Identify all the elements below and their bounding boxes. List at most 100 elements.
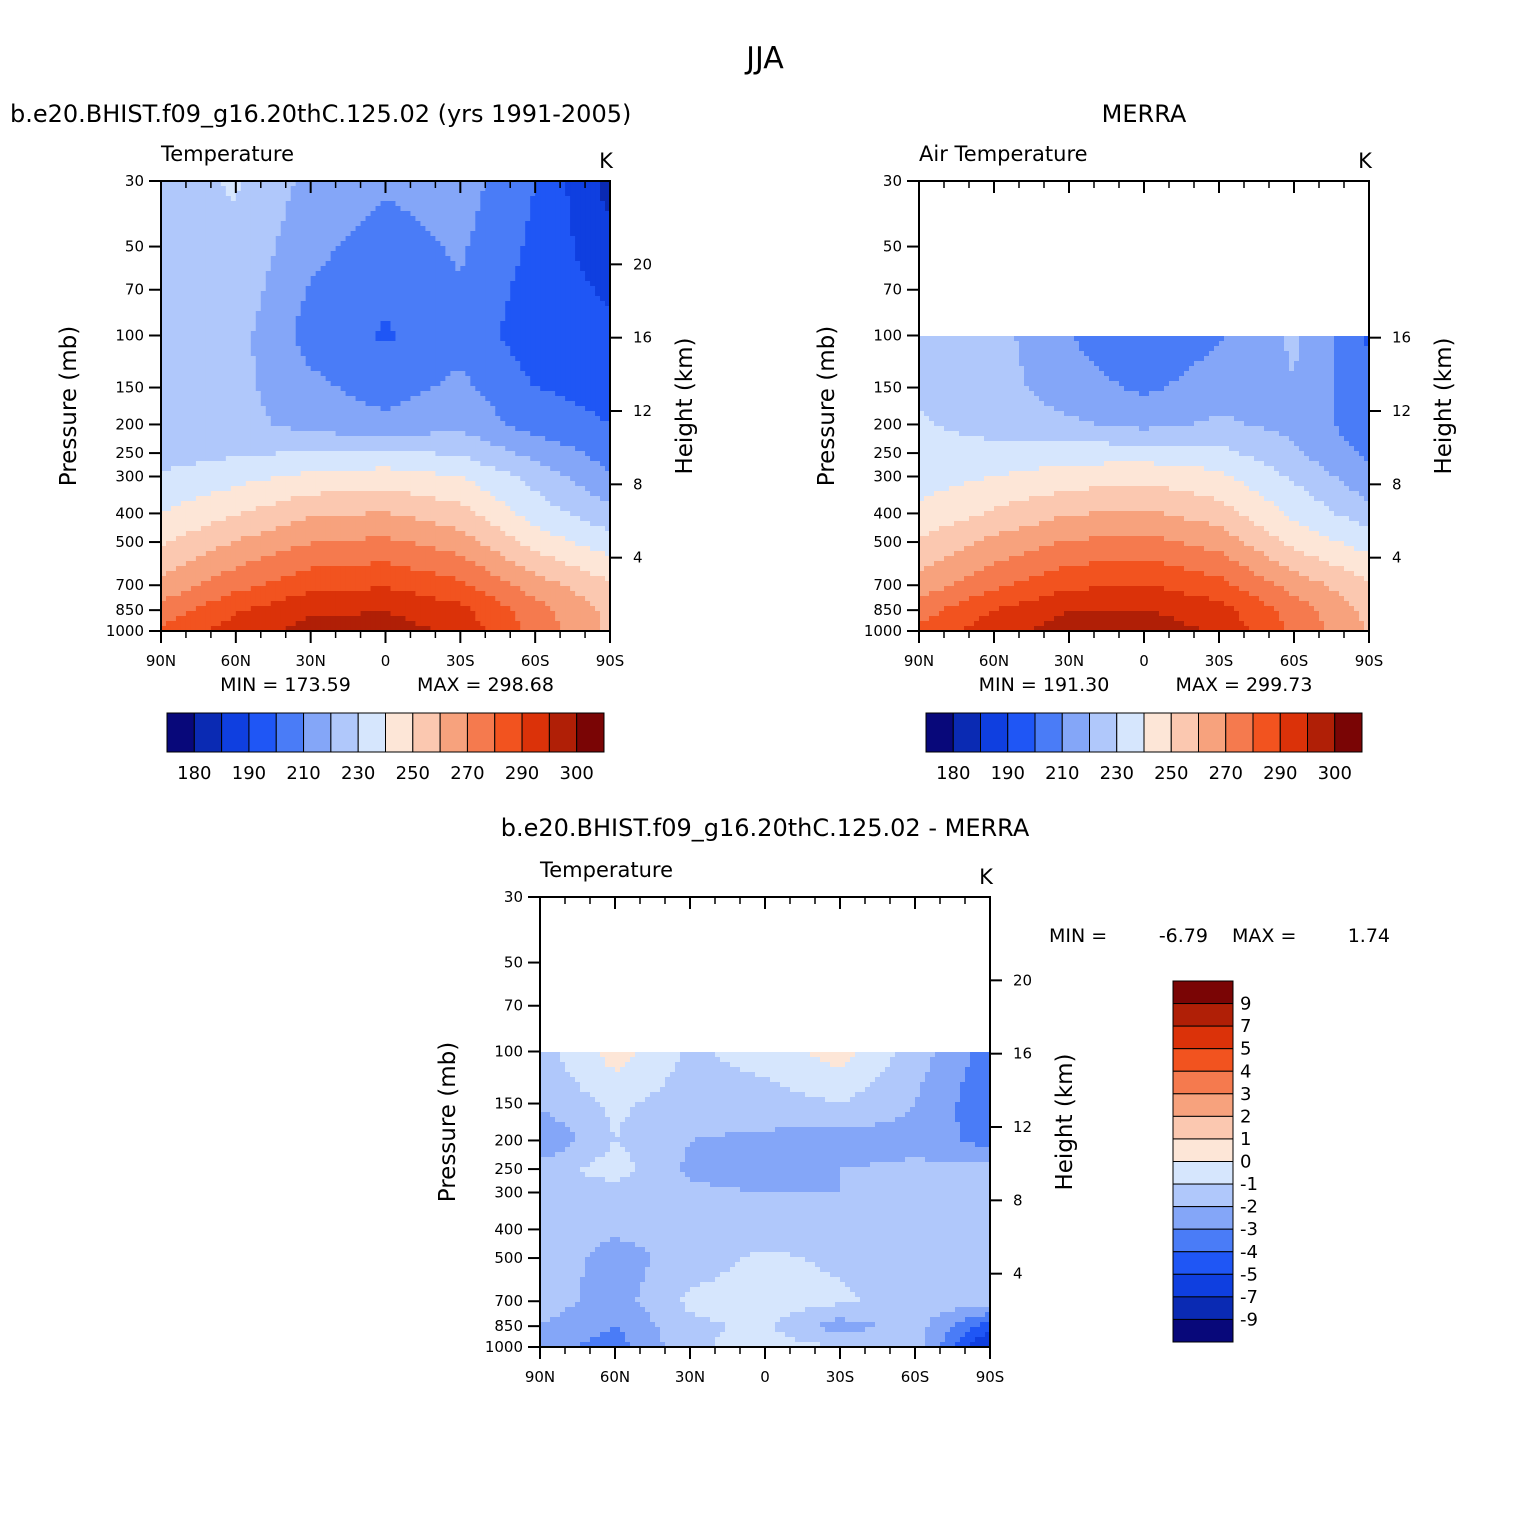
field-cell bbox=[505, 386, 511, 392]
field-cell bbox=[530, 451, 536, 457]
field-cell bbox=[365, 396, 372, 402]
field-cell bbox=[330, 441, 337, 447]
field-cell bbox=[161, 241, 167, 247]
field-cell bbox=[435, 226, 441, 232]
field-cell bbox=[180, 296, 187, 302]
field-cell bbox=[395, 396, 402, 402]
field-cell bbox=[215, 386, 222, 392]
field-cell bbox=[245, 381, 252, 387]
field-cell bbox=[420, 406, 427, 412]
field-cell bbox=[380, 201, 387, 207]
field-cell bbox=[225, 401, 232, 407]
field-cell bbox=[440, 411, 446, 417]
field-cell bbox=[445, 286, 451, 292]
field-cell bbox=[390, 246, 397, 252]
field-cell bbox=[590, 371, 596, 377]
field-cell bbox=[335, 351, 342, 357]
field-cell bbox=[235, 251, 242, 257]
field-cell bbox=[215, 246, 222, 252]
field-cell bbox=[215, 321, 222, 327]
field-cell bbox=[395, 431, 402, 437]
field-cell bbox=[455, 181, 461, 187]
field-cell bbox=[161, 341, 167, 347]
field-cell bbox=[175, 361, 182, 367]
field-cell bbox=[320, 201, 327, 207]
field-cell bbox=[315, 441, 322, 447]
field-cell bbox=[410, 306, 417, 312]
field-cell bbox=[425, 381, 431, 387]
field-cell bbox=[290, 291, 297, 297]
field-cell bbox=[280, 341, 287, 347]
field-cell bbox=[255, 326, 262, 332]
field-cell bbox=[600, 291, 606, 297]
field-cell bbox=[410, 351, 417, 357]
field-cell bbox=[565, 331, 571, 337]
field-cell bbox=[590, 351, 596, 357]
field-cell bbox=[580, 366, 586, 372]
field-cell bbox=[240, 181, 247, 187]
field-cell bbox=[340, 181, 347, 187]
field-cell bbox=[245, 341, 252, 347]
field-cell bbox=[605, 266, 611, 272]
field-cell bbox=[220, 401, 227, 407]
field-cell bbox=[605, 316, 611, 322]
field-cell bbox=[165, 331, 172, 337]
field-cell bbox=[415, 346, 422, 352]
field-cell bbox=[370, 381, 377, 387]
field-cell bbox=[590, 251, 596, 257]
field-cell bbox=[230, 381, 237, 387]
field-cell bbox=[410, 411, 417, 417]
field-cell bbox=[485, 246, 491, 252]
field-cell bbox=[465, 296, 471, 302]
field-cell bbox=[205, 416, 212, 422]
field-cell bbox=[230, 326, 237, 332]
field-cell bbox=[515, 261, 521, 267]
field-cell bbox=[525, 196, 531, 202]
field-cell bbox=[580, 316, 586, 322]
field-cell bbox=[215, 381, 222, 387]
field-cell bbox=[490, 341, 496, 347]
field-cell bbox=[555, 356, 561, 362]
field-cell bbox=[475, 276, 481, 282]
field-cell bbox=[530, 371, 536, 377]
field-cell bbox=[595, 211, 601, 217]
field-cell bbox=[525, 281, 531, 287]
field-cell bbox=[415, 236, 422, 242]
field-cell bbox=[315, 396, 322, 402]
field-cell bbox=[335, 286, 342, 292]
field-cell bbox=[515, 206, 521, 212]
field-cell bbox=[380, 401, 387, 407]
field-cell bbox=[530, 246, 536, 252]
field-cell bbox=[375, 446, 382, 452]
field-cell bbox=[435, 401, 441, 407]
field-cell bbox=[225, 371, 232, 377]
field-cell bbox=[605, 296, 611, 302]
field-cell bbox=[385, 276, 392, 282]
field-cell bbox=[435, 316, 441, 322]
field-cell bbox=[325, 426, 332, 432]
field-cell bbox=[370, 306, 377, 312]
field-cell bbox=[195, 421, 202, 427]
field-cell bbox=[375, 266, 382, 272]
field-cell bbox=[605, 376, 611, 382]
field-cell bbox=[240, 436, 247, 442]
field-cell bbox=[385, 191, 392, 197]
field-cell bbox=[320, 186, 327, 192]
field-cell bbox=[430, 211, 436, 217]
field-cell bbox=[345, 206, 352, 212]
field-cell bbox=[550, 256, 556, 262]
field-cell bbox=[465, 256, 471, 262]
field-cell bbox=[475, 371, 481, 377]
field-cell bbox=[420, 301, 427, 307]
field-cell bbox=[445, 216, 451, 222]
field-cell bbox=[240, 201, 247, 207]
field-cell bbox=[525, 266, 531, 272]
field-cell bbox=[445, 226, 451, 232]
field-cell bbox=[515, 211, 521, 217]
field-cell bbox=[560, 406, 566, 412]
field-cell bbox=[195, 216, 202, 222]
field-cell bbox=[230, 276, 237, 282]
field-cell bbox=[260, 386, 267, 392]
field-cell bbox=[240, 301, 247, 307]
field-cell bbox=[230, 256, 237, 262]
